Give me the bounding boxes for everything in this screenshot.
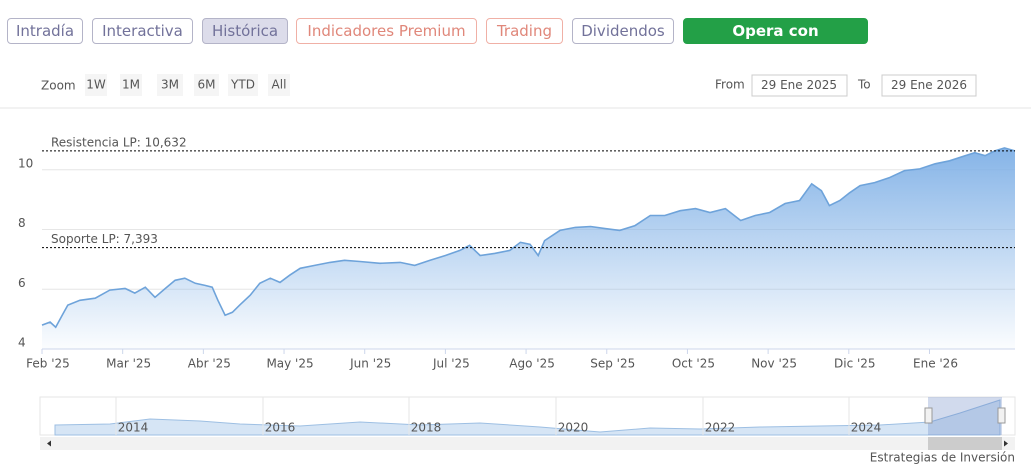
zoom-button[interactable] xyxy=(85,74,107,96)
x-tick-label: Abr '25 xyxy=(188,357,231,371)
y-tick-label: 4 xyxy=(18,336,26,350)
line xyxy=(41,147,1016,329)
zoom-button[interactable] xyxy=(268,74,290,96)
x-tick-label: Feb '25 xyxy=(26,357,70,371)
tab[interactable]: Intradía xyxy=(7,18,83,44)
tab[interactable]: Opera con Freedom24 xyxy=(683,18,868,64)
tab[interactable]: Indicadores Premium xyxy=(296,18,477,44)
navigator-year: 2020 xyxy=(558,421,589,435)
from-date[interactable]: 29 Ene 2025 xyxy=(761,78,837,92)
zoom-button-label[interactable]: 3M xyxy=(161,78,179,92)
navigator-year: 2024 xyxy=(851,421,882,435)
zoom-button[interactable] xyxy=(228,74,258,96)
y-tick-label: 8 xyxy=(18,216,26,230)
zoom-button-label[interactable]: 1W xyxy=(86,78,106,92)
zoom-button[interactable] xyxy=(120,74,142,96)
scrollbar-thumb[interactable] xyxy=(928,437,1002,450)
x-tick-label: Ene '26 xyxy=(913,357,958,371)
credit: Estrategias de Inversión xyxy=(870,451,1015,465)
from-label: From xyxy=(715,78,745,92)
navigator-handle[interactable] xyxy=(924,407,933,424)
to-date[interactable]: 29 Ene 2026 xyxy=(891,78,967,92)
zoom-button-label[interactable]: All xyxy=(272,78,287,92)
reference-label: Soporte LP: 7,393 xyxy=(51,232,158,246)
zoom-label: Zoom xyxy=(41,79,76,93)
zoom-button-label[interactable]: 1M xyxy=(122,78,140,92)
navigator-year: 2022 xyxy=(705,421,736,435)
to-label: To xyxy=(857,78,871,92)
tab[interactable]: Interactiva xyxy=(92,18,193,44)
y-tick-label: 6 xyxy=(18,276,26,290)
y-tick-label: 10 xyxy=(18,156,33,170)
zoom-button[interactable] xyxy=(194,74,219,96)
zoom-button-label[interactable]: YTD xyxy=(230,78,255,92)
x-tick-label: Mar '25 xyxy=(106,357,151,371)
navigator-handle[interactable] xyxy=(997,407,1006,424)
x-tick-label: Ago '25 xyxy=(509,357,555,371)
navigator-year: 2018 xyxy=(411,421,442,435)
date-input[interactable] xyxy=(881,74,977,97)
x-tick-label: Dic '25 xyxy=(834,357,876,371)
x-tick-label: Nov '25 xyxy=(751,357,797,371)
tab[interactable]: Dividendos xyxy=(572,18,674,44)
x-tick-label: Sep '25 xyxy=(590,357,635,371)
x-tick-label: Jul '25 xyxy=(432,357,470,371)
reference-label: Resistencia LP: 10,632 xyxy=(51,135,187,149)
x-tick-label: Jun '25 xyxy=(349,357,391,371)
tab[interactable]: Histórica xyxy=(202,18,288,44)
x-tick-label: May '25 xyxy=(266,357,313,371)
zoom-button[interactable] xyxy=(157,74,183,96)
area-fill xyxy=(42,147,1015,349)
zoom-button-label[interactable]: 6M xyxy=(198,78,216,92)
scrollbar[interactable] xyxy=(40,437,1015,450)
navigator-year: 2016 xyxy=(265,421,296,435)
navigator-year: 2014 xyxy=(118,421,149,435)
tab[interactable]: Trading xyxy=(486,18,563,44)
date-input[interactable] xyxy=(751,74,848,97)
x-tick-label: Oct '25 xyxy=(672,357,715,371)
navigator-selection[interactable] xyxy=(928,397,1002,435)
navigator-series xyxy=(54,399,1001,436)
